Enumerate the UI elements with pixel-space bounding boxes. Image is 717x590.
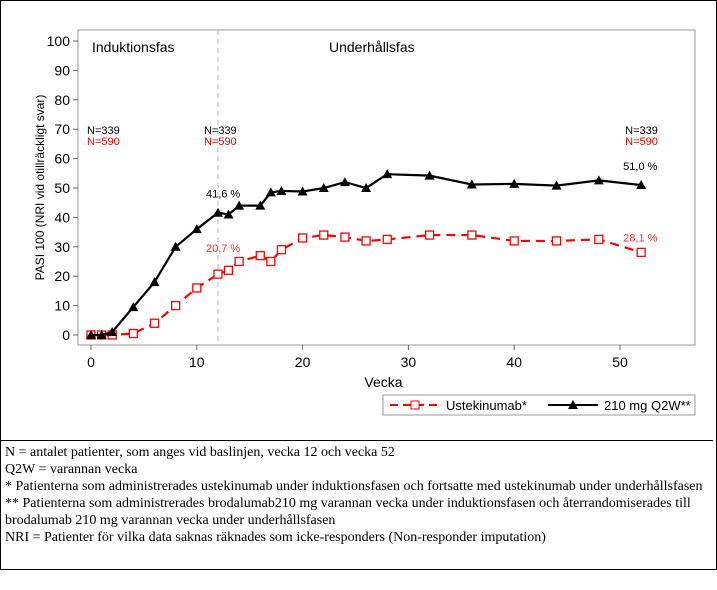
data-point-square — [594, 234, 604, 245]
data-point-triangle — [128, 302, 139, 312]
data-point-square — [266, 256, 276, 267]
n-label-red: N=590 — [204, 136, 237, 148]
footnote: N = antalet patienter, som anges vid bas… — [5, 445, 395, 460]
legend-marker-triangle — [568, 400, 578, 409]
x-tick-label: 30 — [401, 354, 417, 370]
y-tick-label: 10 — [54, 298, 70, 314]
data-point-square — [509, 236, 519, 246]
n-label-black: N=339 — [87, 125, 120, 137]
legend-label: 210 mg Q2W** — [604, 398, 691, 413]
x-tick-label: 0 — [87, 354, 95, 370]
x-tick-label: 50 — [612, 354, 628, 370]
footnote: Q2W = varannan vecka — [5, 462, 138, 477]
data-point-square — [149, 318, 160, 328]
x-tick-label: 40 — [506, 354, 522, 370]
data-point-triangle — [223, 209, 234, 219]
data-label: 20,7 % — [206, 243, 240, 255]
x-tick-label: 20 — [295, 354, 311, 370]
data-point-square — [551, 236, 562, 246]
data-point-triangle — [191, 224, 202, 234]
n-label-black: N=339 — [204, 125, 237, 137]
series-line-1 — [91, 173, 642, 337]
data-point-square — [255, 250, 265, 261]
data-point-square — [170, 300, 181, 311]
data-point-triangle — [107, 327, 118, 337]
footnote: * Patienterna som administrerades usteki… — [5, 479, 703, 494]
data-point-triangle — [636, 180, 647, 190]
legend-label: Ustekinumab* — [446, 398, 527, 413]
legend-box — [382, 394, 696, 416]
plot-frame — [77, 29, 696, 346]
data-point-triangle — [509, 178, 520, 188]
data-label: 51,0 % — [623, 161, 657, 173]
data-point-triangle — [212, 207, 223, 217]
n-label-red: N=590 — [625, 136, 658, 148]
footnotes: N = antalet patienter, som anges vid bas… — [0, 440, 713, 566]
data-label: 28,1 % — [623, 232, 657, 244]
data-point-square — [223, 265, 234, 275]
y-tick-label: 90 — [54, 62, 70, 78]
data-point-square — [276, 245, 287, 255]
data-point-square — [192, 283, 202, 293]
data-point-triangle — [466, 179, 477, 189]
data-point-triangle — [361, 183, 372, 192]
y-tick-label: 20 — [54, 268, 70, 284]
data-point-triangle — [234, 200, 245, 210]
pasi100-line-chart: 0 10 20 30 40 50 60 70 80 90 100 0 10 20 30 40 50 Vecka PA… — [33, 29, 696, 416]
y-tick-label: 50 — [54, 180, 70, 196]
data-point-triangle — [382, 169, 393, 179]
n-label-red: N=590 — [87, 136, 120, 148]
legend-marker-square — [410, 400, 420, 410]
y-tick-label: 40 — [54, 209, 70, 225]
y-tick-label: 100 — [47, 33, 71, 49]
footnote: ** Patienterna som administrerades broda… — [5, 496, 691, 528]
data-point-triangle — [318, 183, 329, 192]
n-label-black: N=339 — [625, 125, 658, 137]
data-point-square — [361, 236, 371, 246]
x-axis-label: Vecka — [364, 374, 402, 390]
data-point-triangle — [297, 186, 308, 196]
data-point-square — [340, 232, 350, 242]
data-point-triangle — [255, 200, 266, 210]
phase-label-induction: Induktionsfas — [92, 39, 175, 55]
data-label: 41,6 % — [206, 189, 240, 201]
y-tick-label: 80 — [54, 92, 70, 108]
data-point-square — [297, 233, 308, 243]
y-tick-label: 60 — [54, 151, 70, 167]
data-point-square — [382, 234, 392, 245]
data-point-triangle — [96, 330, 107, 339]
data-point-square — [234, 256, 244, 267]
y-tick-label: 0 — [62, 327, 70, 343]
data-point-square — [467, 230, 477, 240]
data-point-triangle — [86, 330, 96, 339]
data-point-triangle — [593, 175, 604, 185]
data-point-square — [636, 247, 646, 258]
data-point-triangle — [551, 180, 562, 190]
data-point-square — [128, 328, 138, 339]
data-point-triangle — [339, 177, 350, 187]
y-tick-label: 70 — [54, 121, 70, 137]
data-point-square — [319, 230, 329, 240]
data-point-triangle — [265, 187, 276, 197]
data-point-triangle — [149, 277, 160, 287]
y-axis-label: PASI 100 (NRI vid otillräckligt svar) — [33, 95, 47, 281]
data-point-triangle — [170, 241, 181, 251]
data-point-triangle — [424, 170, 435, 180]
phase-label-maintenance: Underhållsfas — [329, 39, 415, 55]
footnote: NRI = Patienter för vilka data saknas rä… — [5, 530, 546, 545]
data-point-triangle — [276, 185, 287, 195]
x-tick-label: 10 — [189, 354, 205, 370]
data-point-square — [424, 230, 435, 240]
y-tick-label: 30 — [54, 239, 70, 255]
data-point-square — [213, 269, 223, 279]
